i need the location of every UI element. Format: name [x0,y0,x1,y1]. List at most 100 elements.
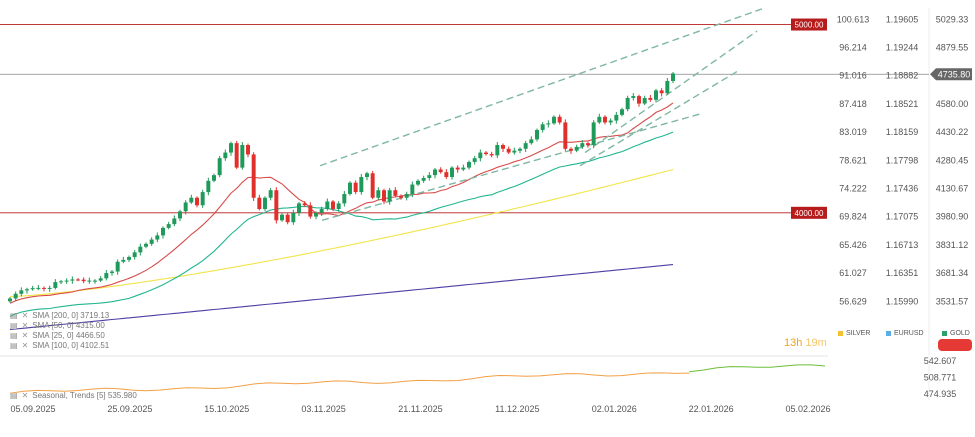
candle-body [404,193,409,198]
close-icon[interactable]: ✕ [21,341,29,350]
y-tick-label: 4879.55 [936,43,969,53]
settings-icon[interactable]: ▤ [10,391,18,400]
seasonal-tick-label: 474.935 [924,389,957,399]
legend-label: SMA [25, 0] 4466.50 [32,331,105,340]
candle-body [172,218,177,225]
sma-legend: ▤ ✕ SMA [200, 0] 3719.13 ▤ ✕ SMA [50, 0] 431… [10,311,109,351]
current-price-label: 4735.80 [938,69,971,79]
y-tick-label: 83.019 [839,127,867,137]
instrument-silver[interactable]: SILVER [838,330,870,337]
y-tick-label: 1.17075 [886,212,919,222]
legend-item[interactable]: ▤ ✕ SMA [25, 0] 4466.50 [10,331,109,341]
y-axis-silver: 100.613 96.214 91.016 87.418 83.019 78.621 74.… [837,14,870,306]
x-tick-label: 02.01.2026 [592,404,637,414]
level-label: 4000.00 [795,209,824,218]
candle-body [552,116,556,124]
candle-body [81,279,86,282]
instrument-label: SILVER [846,330,871,337]
y-tick-label: 69.824 [839,212,867,222]
candle-body [59,281,63,283]
y-tick-label: 1.18882 [886,71,919,81]
y-tick-label: 4580.00 [936,99,969,109]
sma-100-line [9,102,674,304]
gold-swatch [942,331,947,336]
candle-body [319,209,324,213]
trend-channels [319,7,764,222]
candle-body [393,190,398,196]
candle-body [642,97,647,104]
y-tick-label: 56.629 [839,296,867,306]
candle-body [359,177,364,193]
legend-label: SMA [200, 0] 3719.13 [32,311,110,320]
candle-body [518,148,522,151]
silver-swatch [838,331,843,336]
candle-body [489,154,494,156]
settings-icon[interactable]: ▤ [10,331,18,340]
candle-body [240,145,245,168]
y-tick-label: 4430.22 [936,127,969,137]
sma-200-line [9,264,674,331]
candle-body [132,252,137,258]
candle-body [399,195,403,198]
candle-body [540,124,545,130]
y-tick-label: 3681.34 [936,268,969,278]
candle-body [671,73,675,82]
candle-body [166,224,171,228]
candle-body [274,190,279,221]
candle-body [506,148,511,153]
y-tick-label: 1.19244 [886,43,919,53]
settings-icon[interactable]: ▤ [10,311,18,320]
candle-body [47,287,52,289]
horizontal-levels: 5000.00 4000.00 [0,18,827,219]
settings-icon[interactable]: ▤ [10,321,18,330]
seasonal-trend [9,364,826,394]
candle-body [450,167,454,178]
instrument-label: GOLD [950,330,970,337]
candle-body [608,120,613,123]
candle-body [535,129,539,140]
candle-body [155,235,160,240]
candle-body [183,202,188,212]
candle-body [620,109,624,115]
seasonal-line [9,372,690,394]
y-tick-label: 74.222 [839,184,867,194]
legend-item[interactable]: ▤ ✕ SMA [100, 0] 4102.51 [10,341,109,351]
alert-pill[interactable] [938,339,972,351]
candle-body [387,190,392,202]
seasonal-legend[interactable]: ▤ ✕ Seasonal, Trends [5] 535.980 [10,391,137,400]
candle-body [444,172,449,178]
close-icon[interactable]: ✕ [21,311,29,320]
candle-body [625,97,630,110]
candle-body [353,182,358,193]
candle-body [268,190,273,198]
y-tick-label: 4130.67 [936,184,969,194]
candle-body [433,169,437,176]
legend-item[interactable]: ▤ ✕ SMA [50, 0] 4315.00 [10,321,109,331]
candle-body [365,173,369,178]
candle-body [654,90,658,100]
x-tick-label: 05.09.2025 [10,404,55,414]
candle-body [36,287,41,289]
settings-icon[interactable]: ▤ [10,341,18,350]
y-tick-label: 3980.90 [936,212,969,222]
candle-body [382,190,386,202]
candle-body [512,150,517,153]
close-icon[interactable]: ✕ [21,391,29,400]
close-icon[interactable]: ✕ [21,321,29,330]
candle-body [13,293,18,299]
y-tick-label: 4280.45 [936,155,969,165]
candle-body [246,145,250,155]
candle-body [251,154,256,198]
instrument-eurusd[interactable]: EURUSD [886,330,924,337]
x-tick-label: 15.10.2025 [204,404,249,414]
candle-body [314,212,318,217]
close-icon[interactable]: ✕ [21,331,29,340]
candle-countdown: 13h 19m [784,337,827,349]
y-tick-label: 91.016 [839,71,867,81]
candle-body [501,145,505,149]
legend-item[interactable]: ▤ ✕ SMA [200, 0] 3719.13 [10,311,109,321]
x-axis: 05.09.2025 25.09.2025 15.10.2025 03.11.2025… [10,404,830,414]
instrument-gold[interactable]: GOLD [942,330,970,337]
candle-body [223,152,228,159]
